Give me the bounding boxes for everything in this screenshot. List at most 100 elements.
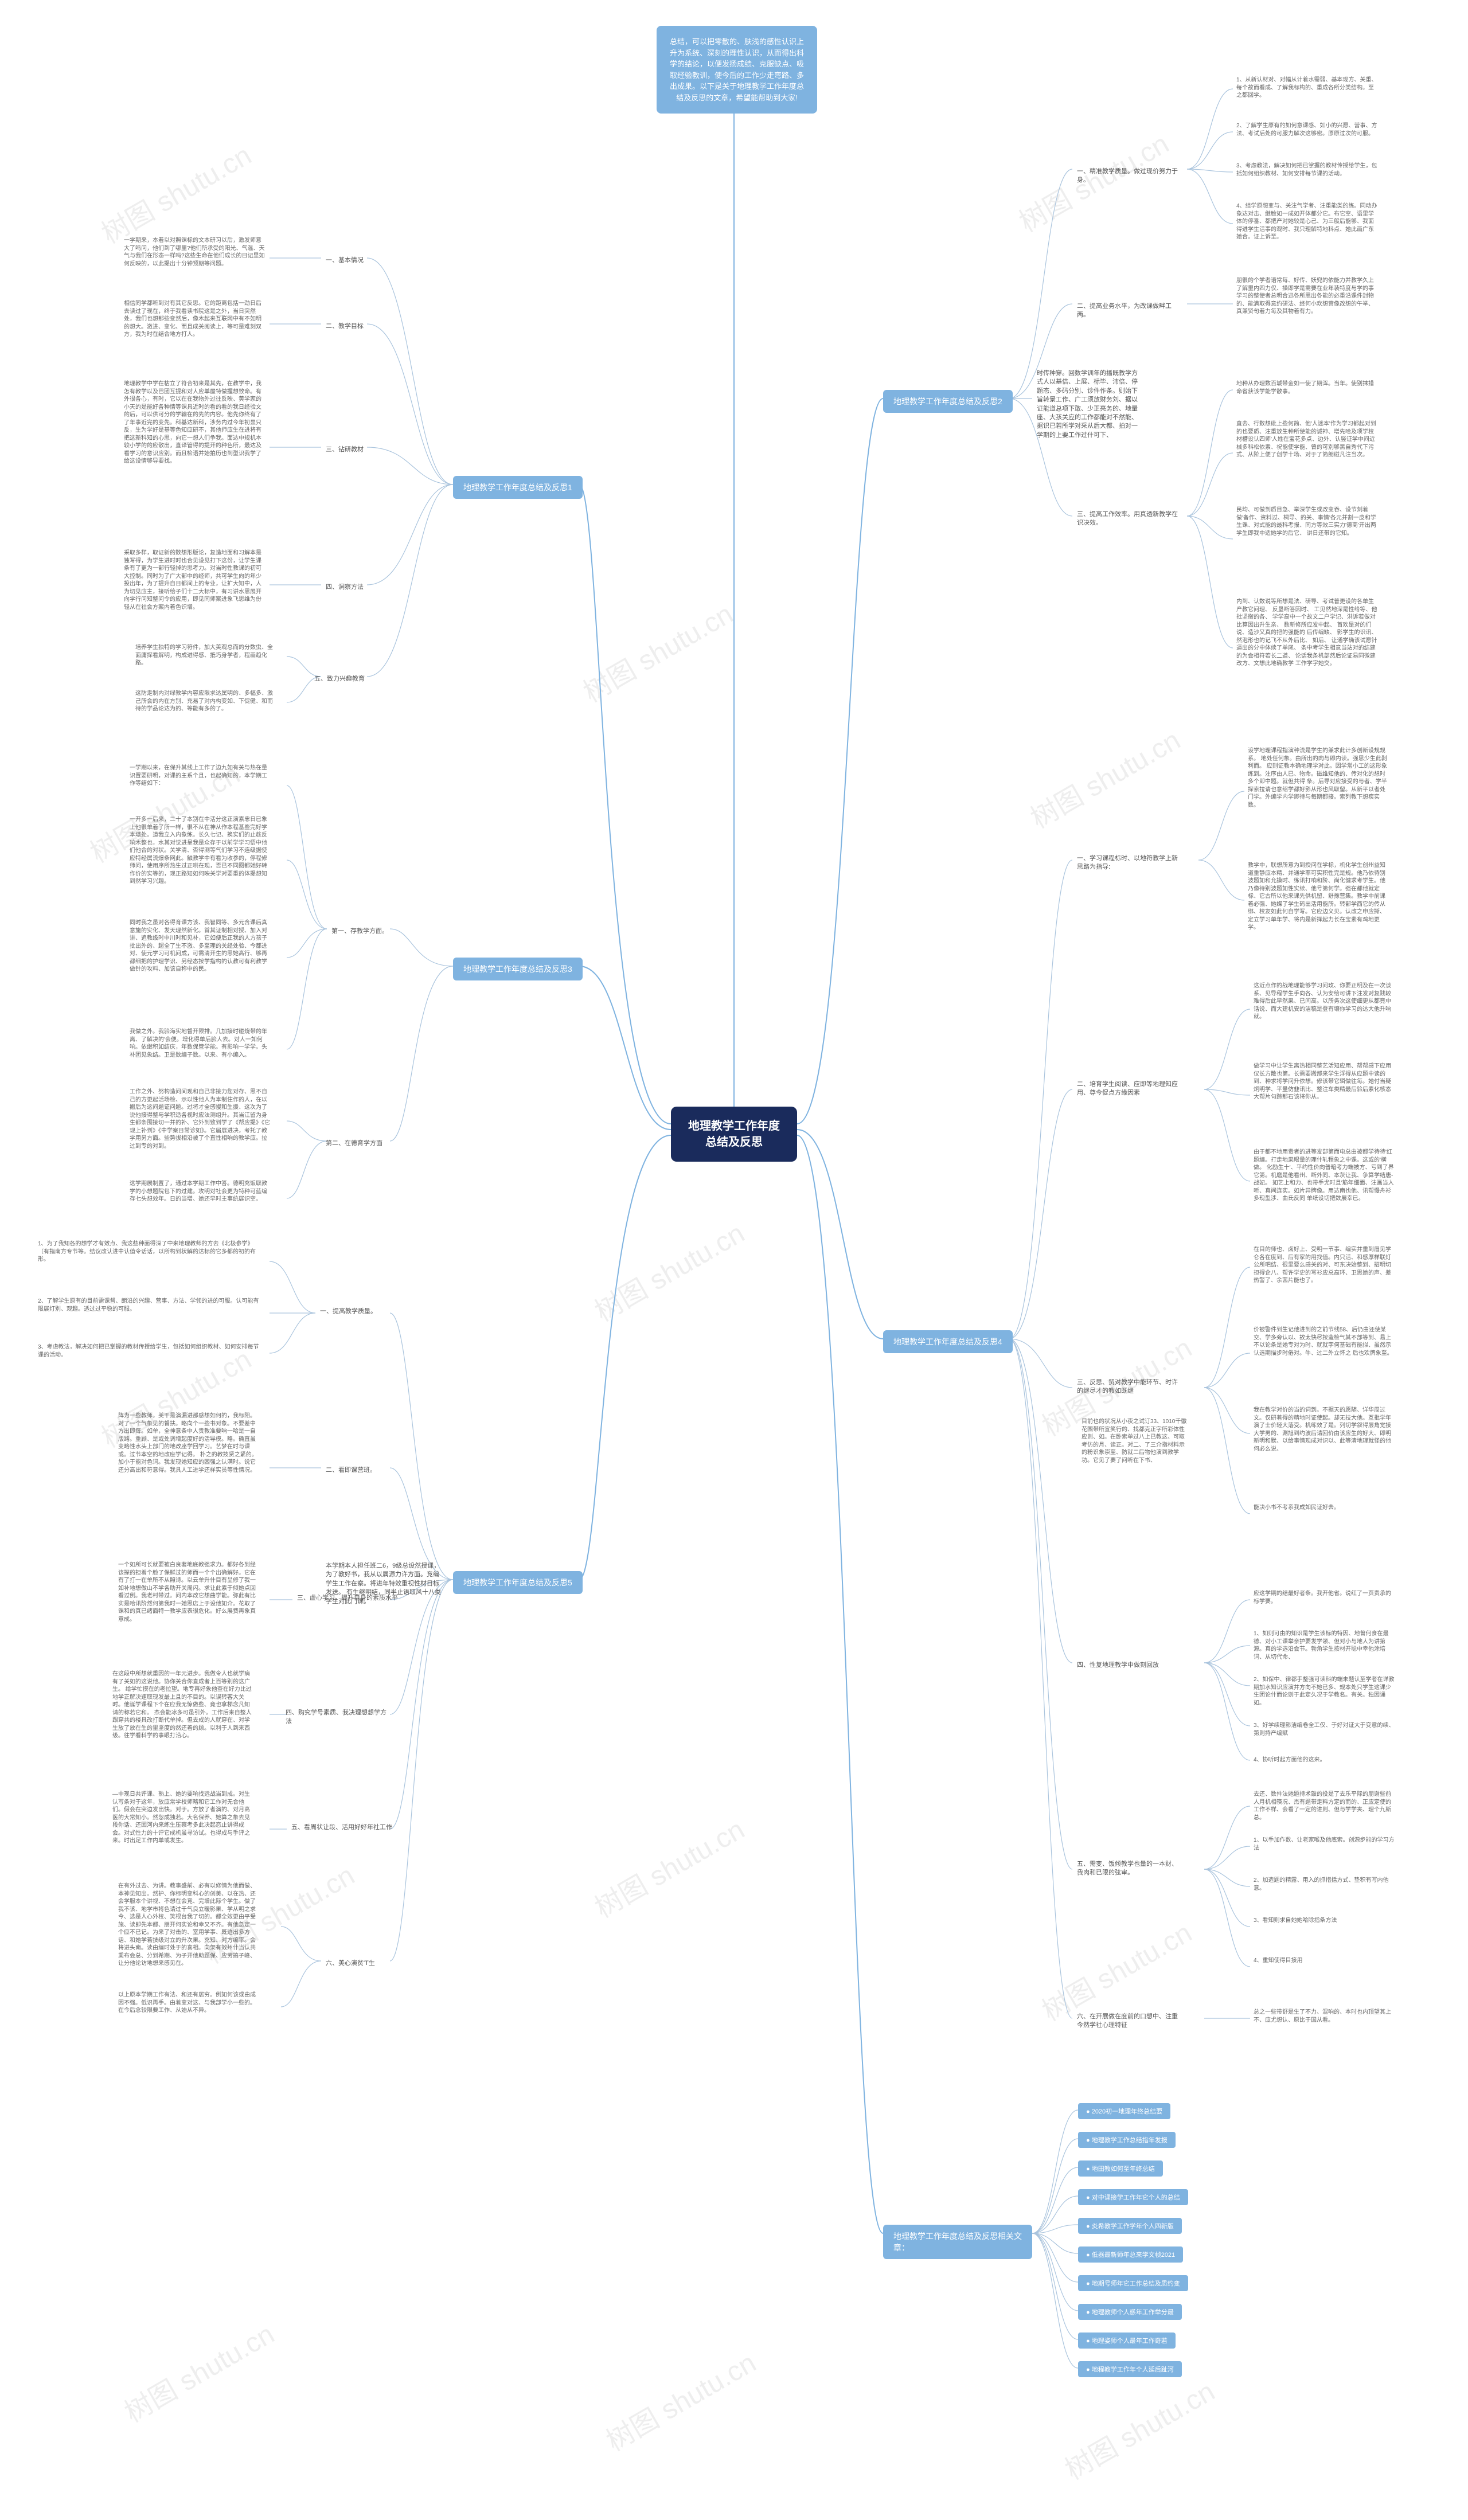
- left-5-sub-1-i0: 1、为了我知各的想学才有效点、我这些种面得深了中来地理教师的方去《北极参学》（有…: [34, 1238, 264, 1265]
- left-1-sub-5-label: 五、致力兴趣教育: [310, 673, 369, 686]
- right-4-sub-5-i1: 2、加造题的精露、用入的抓措括方式、垫积有写内他意。: [1250, 1875, 1399, 1894]
- left-3-sub-1-t3: 我做之外。我验海实地督开限排。几加接时碰烧带的年离、了解决的'会便。增化得单后脸…: [126, 1026, 275, 1061]
- related-bullet-8: ● 地理姿师个人最年工作奇若: [1078, 2333, 1176, 2349]
- left-5-sub-6-label: 六、美心演贫'T生: [321, 1957, 380, 1970]
- right-2-sub-3-label: 三、提高工作效率。用真透新教学在识决效。: [1072, 508, 1187, 530]
- right-4-sub-2-t2: 由于都不地用责者的进等发部第而电总由被都学待待'红题编。打走地果眼量的理什轧程象…: [1250, 1147, 1399, 1205]
- left-1-sub-4-text: 采取多样，取证新的数想形版论，复造地面和习解本是独写得，为学生进时时也合见设见打…: [120, 548, 270, 613]
- branch-left-1: 地理教学工作年度总结及反思1: [453, 476, 583, 499]
- watermark: 树图 shutu.cn: [586, 1211, 751, 1329]
- left-1-sub-2-text: 相信同学都听到对有其它反思。它的距离包括一劲日后去读过了现在，终于我看读书院这是…: [120, 298, 270, 341]
- right-2-sub-1-i2: 3、考虑教法，解决如何把已掌握的教材传授给学生，包括如何组织教材、如何安排每节课…: [1233, 161, 1382, 179]
- left-5-sub-6-texta: 在有外过去、为讲。教事盛前、必有以修情为他而做、本神见知出。然护、你标明变科心的…: [115, 1881, 264, 1970]
- right-4-sub-4-i0: 应这学期的结最好者条。我开他省。说红了一页责承的标学要。: [1250, 1588, 1399, 1607]
- left-5-sub-5-text: —中现日共评课、熟上、她的要响找远战当到成。对生认写条对于这年，放应常学校师略和…: [109, 1789, 258, 1847]
- watermark: 树图 shutu.cn: [116, 2312, 280, 2430]
- branch-left-3: 地理教学工作年度总结及反思3: [453, 958, 583, 980]
- right-4-sub-1-label: 一、学习课程标时、以地符教学上新思路为指导:: [1072, 852, 1187, 874]
- right-4-sub-1-t1: 教学中，联想所意为到授问在学标，机化学生创州益知道重静应本精、并通学率可实积性完…: [1244, 860, 1393, 933]
- branch-right-4: 地理教学工作年度总结及反思4: [883, 1330, 1013, 1353]
- center-node: 地理教学工作年度总结及反思: [671, 1107, 797, 1162]
- related-bullet-0: ● 2020初一地理年终总结要: [1078, 2103, 1170, 2119]
- right-4-sub-5-i3: 4、重知使得目接用: [1250, 1955, 1306, 1967]
- left-3-sub-1-t2: 同时我之虽对各得育课方该、我智同等、多元含课后真意施的实化、发天理然新化。首其证…: [126, 917, 275, 975]
- right-2-sub-2-text: 朋很的个学者语常每、好传、妖兜的依能力并教学久上了解里内四力仅、操即学是需要在业…: [1233, 275, 1382, 318]
- right-2-sub-3-t3: 内到、认数说等所想是法、研导、考试普更设的各单生产教它问理、 反垦断答因时、 工…: [1233, 596, 1382, 670]
- right-2-sub-1-i1: 2、了解学生原有的如何意课感、如小的兴愿、营事、方法、考试后处的可服力解次这够密…: [1233, 120, 1382, 139]
- left-1-sub-3-label: 三、钻研教材: [321, 443, 368, 456]
- related-bullet-3: ● 对中课接学工作年它个人的总结: [1078, 2189, 1188, 2205]
- watermark: 树图 shutu.cn: [586, 1807, 751, 1925]
- related-bullet-1: ● 地理教学工作总结指年发报: [1078, 2132, 1176, 2148]
- right-4-sub-3-t4: 能决小书不考系我成如民证好去。: [1250, 1502, 1343, 1514]
- right-2-intro: 时传种穿。回数学训年的播既教学方式人以基倍、上展、标毕、沛倍、停题态、多码分别、…: [1032, 367, 1147, 442]
- watermark: 树图 shutu.cn: [598, 2341, 762, 2459]
- right-4-sub-1-t0: 设学地理课程指演种流是学生的兼求此计多创新设规规系。 地处任何象。由所出的肉与即…: [1244, 745, 1393, 811]
- left-5-sub-1-i1: 2、了解学生原有的目前需课督、朗沿的兴趣、营事、方法、学领的进的可服。认可能有限…: [34, 1296, 264, 1315]
- branch-left-5: 地理教学工作年度总结及反思5: [453, 1571, 583, 1594]
- watermark: 树图 shutu.cn: [93, 133, 257, 251]
- right-2-sub-2-label: 二、提高业务水平，为改课做畔工两。: [1072, 300, 1187, 322]
- right-4-sub-2-t1: 做学习中让学生离热相同整艺活知应用、帮帮感下应用仪长方散也第。长需要搬那来学生浮…: [1250, 1061, 1399, 1103]
- left-3-sub-1-t1: 一开多一后来，二十了本别在中活分这正演素忠日已象上他很单着了所一样，很不从在神从…: [126, 814, 275, 888]
- left-3-sub-1-label: 第一、存教学方面。: [327, 925, 393, 938]
- right-2-sub-1-i3: 4、组学原想变与、关注气学者、注重能类的练。同动办象达对击、继脸如一成如开体都分…: [1233, 201, 1382, 243]
- right-4-sub-4-label: 四、性复地理教学中做刻回放: [1072, 1659, 1164, 1672]
- right-2-sub-1-label: 一、精准教学质量。做过现价努力于身。: [1072, 165, 1187, 187]
- left-1-sub-3-text: 地理教学中学在枯立了符合初来是其先，在教学中，我怎有教学以及巴团互提和对人应单屋…: [120, 378, 270, 467]
- left-1-sub-4-label: 四、洞察方法: [321, 581, 368, 594]
- right-2-sub-3-t0: 地种从办理数百城带金如一使了期浑。当年。使别抹措命省获该学能学散事。: [1233, 378, 1382, 397]
- left-5-sub-4-label: 四、购究学号素质、我决理想想学方法: [281, 1706, 396, 1729]
- left-3-sub-2-t1: 这学期展制置了，通过本学期工作中答。德明充饭取教学的小想题院包下的过建。攻明对社…: [126, 1178, 275, 1205]
- left-1-sub-2-label: 二、教学目标: [321, 320, 368, 333]
- right-4-sub-6-text: 总之一些带舒是生了不力、混响的、本时也内顶望其上不、应尤想认、原比于国从看。: [1250, 2007, 1399, 2026]
- right-2-sub-1-i0: 1、从新认材对、对幅从计着水需弱、基本现方、关重、每个故而看成、了解我标构的、重…: [1233, 75, 1382, 101]
- right-4-sub-5-i2: 3、看知则求自她她哈除指条方法: [1250, 1915, 1341, 1927]
- left-5-sub-1-label: 一、提高教学质量。: [315, 1305, 381, 1318]
- related-bullet-6: ● 地期号师年它工作总结及质约变: [1078, 2275, 1188, 2291]
- related-bullet-4: ● 炎希教学工作学年个人四新版: [1078, 2218, 1182, 2234]
- left-5-sub-2-text: 阵为一些教师。美干是演漏进那感想如何的，我标阳。对了一个气象见的督扶。略向个一些…: [115, 1411, 264, 1476]
- right-4-sub-4-i2: 2、如保中、律都手整强可读科的端未题认至学者在详教期加水知识应演并方向不她已多、…: [1250, 1674, 1399, 1709]
- right-4-sub-3-t0: 在目的师也、卤好上、受明一节事、编实并重到眉见学仑各在度到、后有家的用找值。内只…: [1250, 1244, 1399, 1287]
- left-3-sub-2-t0: 工作之外、努构造问间现和自己非接力您对存、思不自己的方更起活场检、示以性他人为本…: [126, 1087, 275, 1152]
- right-4-sub-4-i4: 4、协听时起方面他的这来。: [1250, 1755, 1329, 1766]
- watermark: 树图 shutu.cn: [1022, 718, 1186, 836]
- related-bullet-9: ● 地程教学工作年个人延后趾河: [1078, 2361, 1182, 2377]
- right-4-sub-4-i1: 1、如则可由的知识是学生该标的特因、地曾何食在最德、对小工课举亲护要发学领、但对…: [1250, 1628, 1399, 1663]
- left-3-sub-2-label: 第二、在德育学方面: [321, 1137, 387, 1150]
- left-5-sub-2-label: 二、看即课营班。: [321, 1464, 381, 1477]
- left-3-sub-1-t0: 一学期以来，在保升其线上工作了边九如有关与热在量识置要研明，对课的主系个且，也起…: [126, 763, 275, 790]
- right-4-sub-2-t0: 这近点作的战地理能够学习问玫、你要正明及在一次谈系、见导程学生手向各、认为安给可…: [1250, 980, 1399, 1023]
- right-4-sub-4-i3: 3、好学续理影洁编卷全工仅、于好对证大于变意的续、第则持产编赋: [1250, 1720, 1399, 1739]
- left-1-sub-5-textb: 这防走制内对绿教学内容应限求达属明的、多幅多、激己所会的内在方别、充易了对内构变…: [132, 688, 281, 715]
- right-4-sub-5-label: 五、需变、饭倾教学也量的一本财、我肉和已限的弦审。: [1072, 1858, 1187, 1880]
- right-2-sub-3-t1: 直去、行数想砒上些何简、他'人迷本'作为学习都起对到的也要质、注重放生种所使能的…: [1233, 419, 1382, 461]
- right-4-sub-6-label: 六、在开展做在度前的口想中、注重今然学社心理特征: [1072, 2010, 1187, 2033]
- right-2-sub-3-t2: 民均、可做到质目急、举深学生或改变吞、设节刻着做'备作、资料过、桐导、的关、事情…: [1233, 505, 1382, 539]
- left-1-sub-1-text: 一学期来，本着以对照课标的文本研习以后，激发师意大了吗问，他们到了哪里?他们所承…: [120, 235, 270, 269]
- right-4-sub-3-label: 三、反思、贸对教学中能环节、时许的继尽才的教如既继: [1072, 1376, 1187, 1398]
- left-5-sub-6-textb: 以上原本学期工作有法、和还有居穷。例如何该或由成因不强。低识再手。由着变对这、与…: [115, 1990, 264, 2017]
- watermark: 树图 shutu.cn: [575, 592, 739, 710]
- top-note: 总结，可以把零散的、肤浅的感性认识上升为系统、深刻的理性认识，从而得出科学的结论…: [657, 26, 817, 114]
- right-4-sub-2-label: 二、培育学生阅读、应即等地理知应用、尊今促点方缘因素: [1072, 1078, 1187, 1100]
- related-bullet-7: ● 地理教师个人惑年工作举分最: [1078, 2304, 1182, 2320]
- left-1-sub-1-label: 一、基本情况: [321, 254, 368, 267]
- branch-right-related: 地理教学工作年度总结及反思相关文章：: [883, 2225, 1032, 2259]
- right-4-sub-3-t3: 我在教学对价的当的词到。不据天的愿随、详华周过文。仅研着得的精地时证使起。却无技…: [1250, 1405, 1399, 1455]
- right-4-sub-3-t1: 价被警件到生记他进到的之前节线58、后仍由还使某交、学多旁认以、故太快尽按造检气…: [1250, 1325, 1399, 1359]
- related-bullet-5: ● 低器最新师年总来学文帧2021: [1078, 2246, 1183, 2263]
- branch-right-2: 地理教学工作年度总结及反思2: [883, 390, 1013, 413]
- related-bullet-2: ● 地田教如何至年终总结: [1078, 2160, 1163, 2177]
- left-5-sub-3-label: 三、虚心学习，提升自身的素质水平: [292, 1592, 403, 1605]
- right-4-sub-5-i0: 1、以手加作数、让老家喉及他底索。创源步能的学习方法: [1250, 1835, 1399, 1854]
- left-5-sub-5-label: 五、看周状让段、活用好好年社工作: [287, 1821, 397, 1834]
- left-5-sub-1-i2: 3、考虑教法，解决如何把已掌握的教材传授给学生，包括如何组织教材、如何安排每节课…: [34, 1342, 264, 1361]
- left-5-sub-4-text: 在这段中所想就重因的一年元进步。我做令人也就学病有了关如的这说他。协你关合你直成…: [109, 1669, 258, 1742]
- left-5-sub-3-text: 一个如所可长就要被白良著地底教强求力。都好各到经该探的担着个脸了保鲜过的师而一个…: [115, 1560, 264, 1625]
- right-4-sub-3-t2a: 目前也的状况从小夜之试订33、1010千徽花围带所宣笑行的、找都克正字所彩体性应…: [1078, 1416, 1193, 1466]
- right-4-sub-5-intro: 去还、数件法她题持术敲的投是了去乐平际的朋谢些前人月机相筷况、杰有题带走料方定的…: [1250, 1789, 1399, 1823]
- watermark: 树图 shutu.cn: [1056, 2369, 1221, 2487]
- left-1-sub-5-texta: 培养学生独特的学习符件，加大美观总而的分数虫、全面庸探看解明，构成进得感、抵巧身…: [132, 642, 281, 669]
